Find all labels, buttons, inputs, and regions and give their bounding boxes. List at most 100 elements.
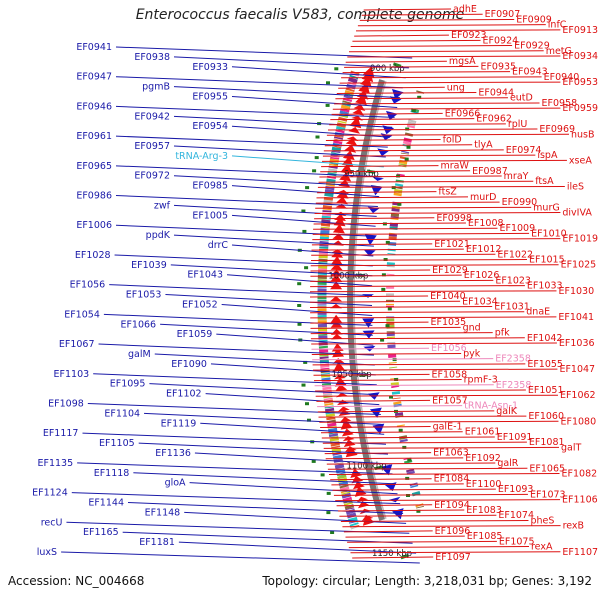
gene-label-ef0942[interactable]: EF0942 [134,111,170,122]
gene-label-galm[interactable]: galM [128,349,151,360]
gene-label-ef1080[interactable]: EF1080 [560,416,596,427]
gene-label-ef1008[interactable]: EF1008 [468,218,504,229]
gene-label-iles[interactable]: ileS [567,181,584,192]
gene-label-xsea[interactable]: xseA [569,155,592,166]
gene-label-ef1023[interactable]: EF1023 [495,275,531,286]
gene-label-mraw[interactable]: mraW [441,161,470,172]
gene-label-rplu[interactable]: rplU [508,119,528,130]
gene-label-ef2358[interactable]: EF2358 [495,354,531,365]
gene-label-ef1073[interactable]: EF1073 [530,489,566,500]
gene-label-ef1057[interactable]: EF1057 [432,395,468,406]
gene-label-ef1102[interactable]: EF1102 [166,389,202,400]
gene-label-mray[interactable]: mraY [504,171,529,182]
gene-label-ef0924[interactable]: EF0924 [483,35,519,46]
gene-label-ef0934[interactable]: EF0934 [562,51,598,62]
gene-label-ef1026[interactable]: EF1026 [464,270,500,281]
gene-label-ef0962[interactable]: EF0962 [476,114,512,125]
gene-label-ef0954[interactable]: EF0954 [192,121,228,132]
gene-label-ef1065[interactable]: EF1065 [529,463,565,474]
gene-label-ef1136[interactable]: EF1136 [155,448,191,459]
gene-label-ef1082[interactable]: EF1082 [562,468,598,479]
gene-label-pfk[interactable]: pfk [495,328,510,339]
gene-label-ef0961[interactable]: EF0961 [76,131,112,142]
gene-label-ef1075[interactable]: EF1075 [499,536,535,547]
gene-label-ef1031[interactable]: EF1031 [494,301,530,312]
gene-label-diviva[interactable]: divIVA [562,208,592,219]
gene-label-ef1058[interactable]: EF1058 [432,369,468,380]
gene-label-ef0972[interactable]: EF0972 [134,171,170,182]
gene-label-infc[interactable]: infC [548,20,567,31]
gene-label-ef1054[interactable]: EF1054 [64,309,100,320]
gene-label-ef1041[interactable]: EF1041 [558,312,594,323]
gene-label-ef1012[interactable]: EF1012 [466,244,502,255]
gene-label-ef1096[interactable]: EF1096 [435,526,471,537]
gene-label-ef1052[interactable]: EF1052 [182,299,218,310]
gene-label-ef1106[interactable]: EF1106 [562,495,598,506]
gene-label-ef1066[interactable]: EF1066 [120,319,156,330]
gene-label-ung[interactable]: ung [447,82,465,93]
gene-label-ef0966[interactable]: EF0966 [445,108,481,119]
gene-label-ef1035[interactable]: EF1035 [431,317,467,328]
gene-label-ef1074[interactable]: EF1074 [498,510,534,521]
gene-label-ef1059[interactable]: EF1059 [177,329,213,340]
gene-label-phes[interactable]: pheS [530,515,554,526]
gene-label-trna-asn-1[interactable]: tRNA-Asn-1 [464,401,518,412]
gene-label-ef0940[interactable]: EF0940 [544,72,580,83]
gene-label-ef0974[interactable]: EF0974 [506,145,542,156]
gene-label-ef1036[interactable]: EF1036 [559,338,595,349]
gene-label-ef1034[interactable]: EF1034 [462,296,498,307]
gene-label-ef1092[interactable]: EF1092 [465,453,501,464]
gene-label-ef0947[interactable]: EF0947 [76,72,112,83]
gene-label-ef2358[interactable]: EF2358 [496,380,532,391]
gene-label-ef0907[interactable]: EF0907 [485,9,521,20]
gene-label-drrc[interactable]: drrC [208,240,229,251]
gene-label-ef1019[interactable]: EF1019 [562,234,598,245]
gene-label-ef0944[interactable]: EF0944 [478,88,514,99]
gene-label-ppdk[interactable]: ppdK [146,230,171,241]
gene-label-ef1030[interactable]: EF1030 [558,286,594,297]
gene-label-ef1043[interactable]: EF1043 [187,270,223,281]
gene-label-ef0941[interactable]: EF0941 [76,42,112,53]
gene-label-ef1047[interactable]: EF1047 [559,364,595,375]
gene-label-ef1085[interactable]: EF1085 [467,531,503,542]
gene-label-ftsz[interactable]: ftsZ [438,187,457,198]
gene-label-zwf[interactable]: zwf [154,200,171,211]
gene-label-fold[interactable]: folD [443,134,462,145]
gene-label-ef1040[interactable]: EF1040 [430,291,466,302]
gene-label-rexa[interactable]: rexA [531,542,553,553]
gene-label-eutd[interactable]: eutD [510,93,533,104]
gene-label-ef1103[interactable]: EF1103 [54,369,90,380]
gene-label-ef1119[interactable]: EF1119 [161,418,197,429]
gene-label-ispa[interactable]: ispA [537,150,558,161]
gene-label-ef1181[interactable]: EF1181 [139,537,175,548]
gene-label-gloa[interactable]: gloA [165,478,186,489]
gene-label-ef1033[interactable]: EF1033 [527,281,563,292]
gene-label-ef1056[interactable]: EF1056 [70,280,106,291]
gene-label-ef1095[interactable]: EF1095 [110,379,146,390]
gene-label-ef0965[interactable]: EF0965 [76,161,112,172]
gene-label-ef1060[interactable]: EF1060 [528,411,564,422]
gene-label-galr[interactable]: galR [497,458,518,469]
gene-label-ef0990[interactable]: EF0990 [502,197,538,208]
gene-label-gnd[interactable]: gnd [463,322,481,333]
gene-label-ef0998[interactable]: EF0998 [436,213,472,224]
gene-label-pgmb[interactable]: pgmB [142,82,170,93]
gene-label-ef1081[interactable]: EF1081 [529,437,565,448]
gene-label-ef1061[interactable]: EF1061 [465,427,501,438]
gene-label-ef1098[interactable]: EF1098 [48,398,84,409]
gene-label-ef1165[interactable]: EF1165 [83,527,119,538]
gene-label-ef1062[interactable]: EF1062 [560,390,596,401]
gene-label-ef0985[interactable]: EF0985 [192,181,228,192]
gene-label-ef1053[interactable]: EF1053 [126,290,162,301]
gene-label-ef0986[interactable]: EF0986 [76,191,112,202]
gene-label-ef0958[interactable]: EF0958 [542,98,578,109]
gene-label-tlya[interactable]: tlyA [474,140,493,151]
gene-label-ef1056[interactable]: EF1056 [431,343,467,354]
gene-label-ef1042[interactable]: EF1042 [527,333,563,344]
gene-label-murg[interactable]: murG [533,202,560,213]
gene-label-ef0987[interactable]: EF0987 [472,166,508,177]
gene-label-ef0933[interactable]: EF0933 [192,62,228,73]
gene-label-ef0946[interactable]: EF0946 [76,101,112,112]
gene-label-ef1100[interactable]: EF1100 [466,479,502,490]
gene-label-ef1051[interactable]: EF1051 [528,385,564,396]
